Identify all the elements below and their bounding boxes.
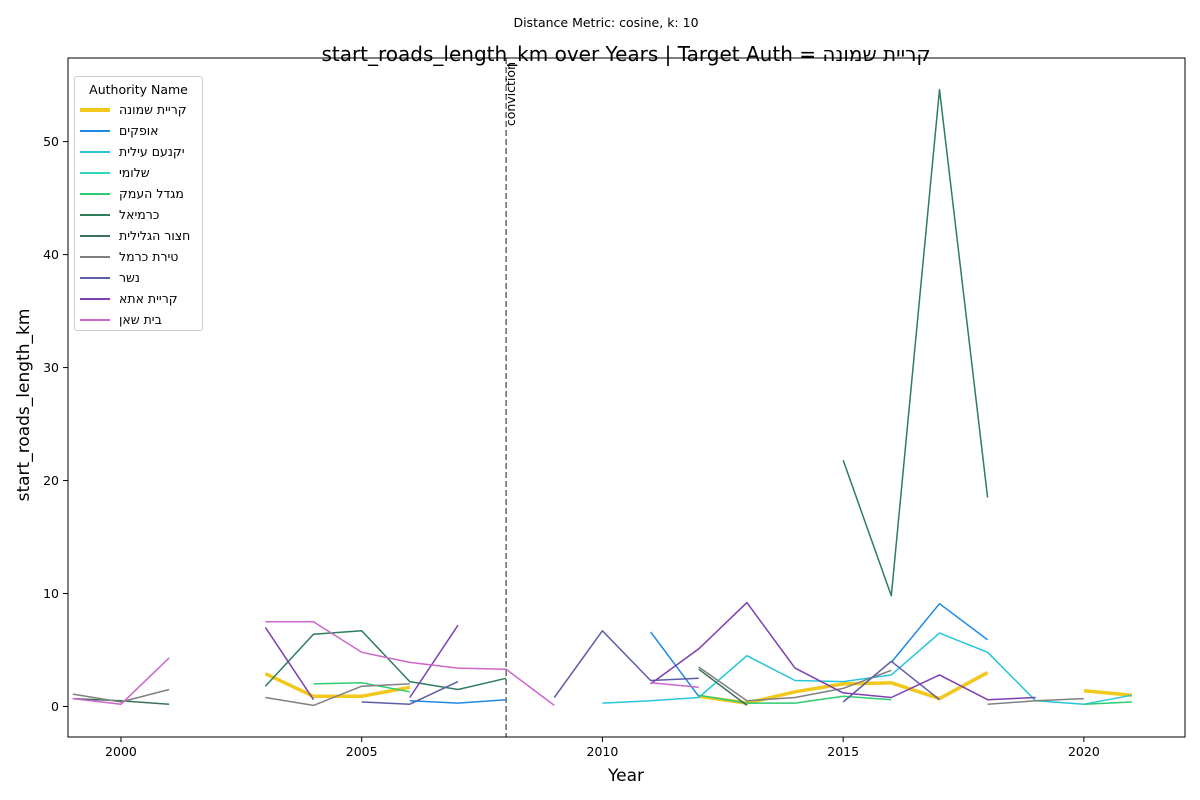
legend-item: טירת כרמל xyxy=(75,246,202,267)
legend-items: קריית שמונה אופקים יקנעם עילית שלומי מגדל הע… xyxy=(75,99,202,330)
legend-item: נשר xyxy=(75,267,202,288)
conviction-label: conviction xyxy=(503,62,518,126)
series-line xyxy=(698,694,892,704)
series-line xyxy=(649,631,700,697)
series-layer xyxy=(72,88,1133,707)
legend-swatch xyxy=(80,297,110,300)
chart-legend: Authority Name קריית שמונה אופקים יקנעם עי… xyxy=(74,76,203,331)
series-line xyxy=(987,697,1084,705)
series-line xyxy=(265,683,410,707)
series-line xyxy=(553,630,699,698)
legend-swatch xyxy=(80,276,110,279)
legend-label: טירת כרמל xyxy=(119,249,179,264)
legend-swatch xyxy=(80,192,110,195)
x-tick-label: 2000 xyxy=(105,744,137,759)
legend-swatch xyxy=(80,234,110,237)
series-line xyxy=(650,682,699,689)
y-axis: 0 10 20 30 40 50 xyxy=(43,134,68,714)
y-tick-label: 30 xyxy=(43,360,59,375)
series-line xyxy=(890,602,989,663)
series-line xyxy=(72,688,170,703)
legend-item: מגדל העמק xyxy=(75,183,202,204)
legend-swatch xyxy=(80,213,110,216)
x-axis: 2000 2005 2010 2015 2020 xyxy=(105,737,1100,759)
legend-label: קריית שמונה xyxy=(119,102,187,117)
series-line xyxy=(264,626,315,701)
series-line xyxy=(72,697,170,705)
legend-label: קריית אתא xyxy=(119,291,178,306)
legend-swatch xyxy=(80,171,110,174)
series-line xyxy=(602,632,1133,705)
legend-swatch xyxy=(80,318,110,321)
legend-item: יקנעם עילית xyxy=(75,141,202,162)
x-axis-label: Year xyxy=(607,766,644,786)
y-tick-label: 40 xyxy=(43,247,59,262)
legend-label: שלומי xyxy=(119,165,150,180)
series-line xyxy=(409,624,459,698)
plot-frame xyxy=(67,57,1186,738)
legend-item: שלומי xyxy=(75,162,202,183)
y-tick-label: 10 xyxy=(43,586,59,601)
legend-swatch xyxy=(80,255,110,258)
series-line xyxy=(842,88,989,597)
series-line xyxy=(650,601,1036,701)
series-line xyxy=(72,657,170,705)
y-tick-label: 0 xyxy=(51,699,59,714)
series-line xyxy=(698,666,892,702)
x-tick-label: 2020 xyxy=(1068,744,1100,759)
legend-item: בית שאן xyxy=(75,309,202,330)
series-line xyxy=(313,682,410,693)
legend-label: יקנעם עילית xyxy=(119,144,185,159)
legend-label: מגדל העמק xyxy=(119,186,184,201)
legend-item: אופקים xyxy=(75,120,202,141)
series-line xyxy=(361,680,459,705)
legend-label: נשר xyxy=(119,270,140,285)
legend-swatch xyxy=(80,129,110,132)
legend-label: בית שאן xyxy=(119,312,162,327)
series-line xyxy=(1083,701,1133,705)
legend-swatch xyxy=(80,150,110,153)
x-tick-label: 2010 xyxy=(587,744,619,759)
y-tick-label: 20 xyxy=(43,473,59,488)
legend-label: חצור הגלילית xyxy=(119,228,191,243)
series-line xyxy=(1083,688,1133,697)
series-line xyxy=(842,660,940,703)
legend-item: כרמיאל xyxy=(75,204,202,225)
y-axis-label: start_roads_length_km xyxy=(14,309,34,502)
x-tick-label: 2015 xyxy=(827,744,859,759)
legend-item: קריית אתא xyxy=(75,288,202,309)
series-line xyxy=(264,630,507,691)
legend-swatch xyxy=(80,107,110,112)
chart-suptitle: Distance Metric: cosine, k: 10 xyxy=(513,15,698,30)
series-line xyxy=(409,698,507,704)
chart-title: start_roads_length_km over Years | Targe… xyxy=(321,42,930,66)
series-line xyxy=(265,621,555,706)
legend-item: חצור הגלילית xyxy=(75,225,202,246)
x-tick-label: 2005 xyxy=(346,744,378,759)
legend-title: Authority Name xyxy=(89,82,188,97)
y-tick-label: 50 xyxy=(43,134,59,149)
legend-item: קריית שמונה xyxy=(75,99,202,120)
series-line xyxy=(698,668,748,706)
legend-label: כרמיאל xyxy=(119,207,160,222)
legend-label: אופקים xyxy=(119,123,159,138)
